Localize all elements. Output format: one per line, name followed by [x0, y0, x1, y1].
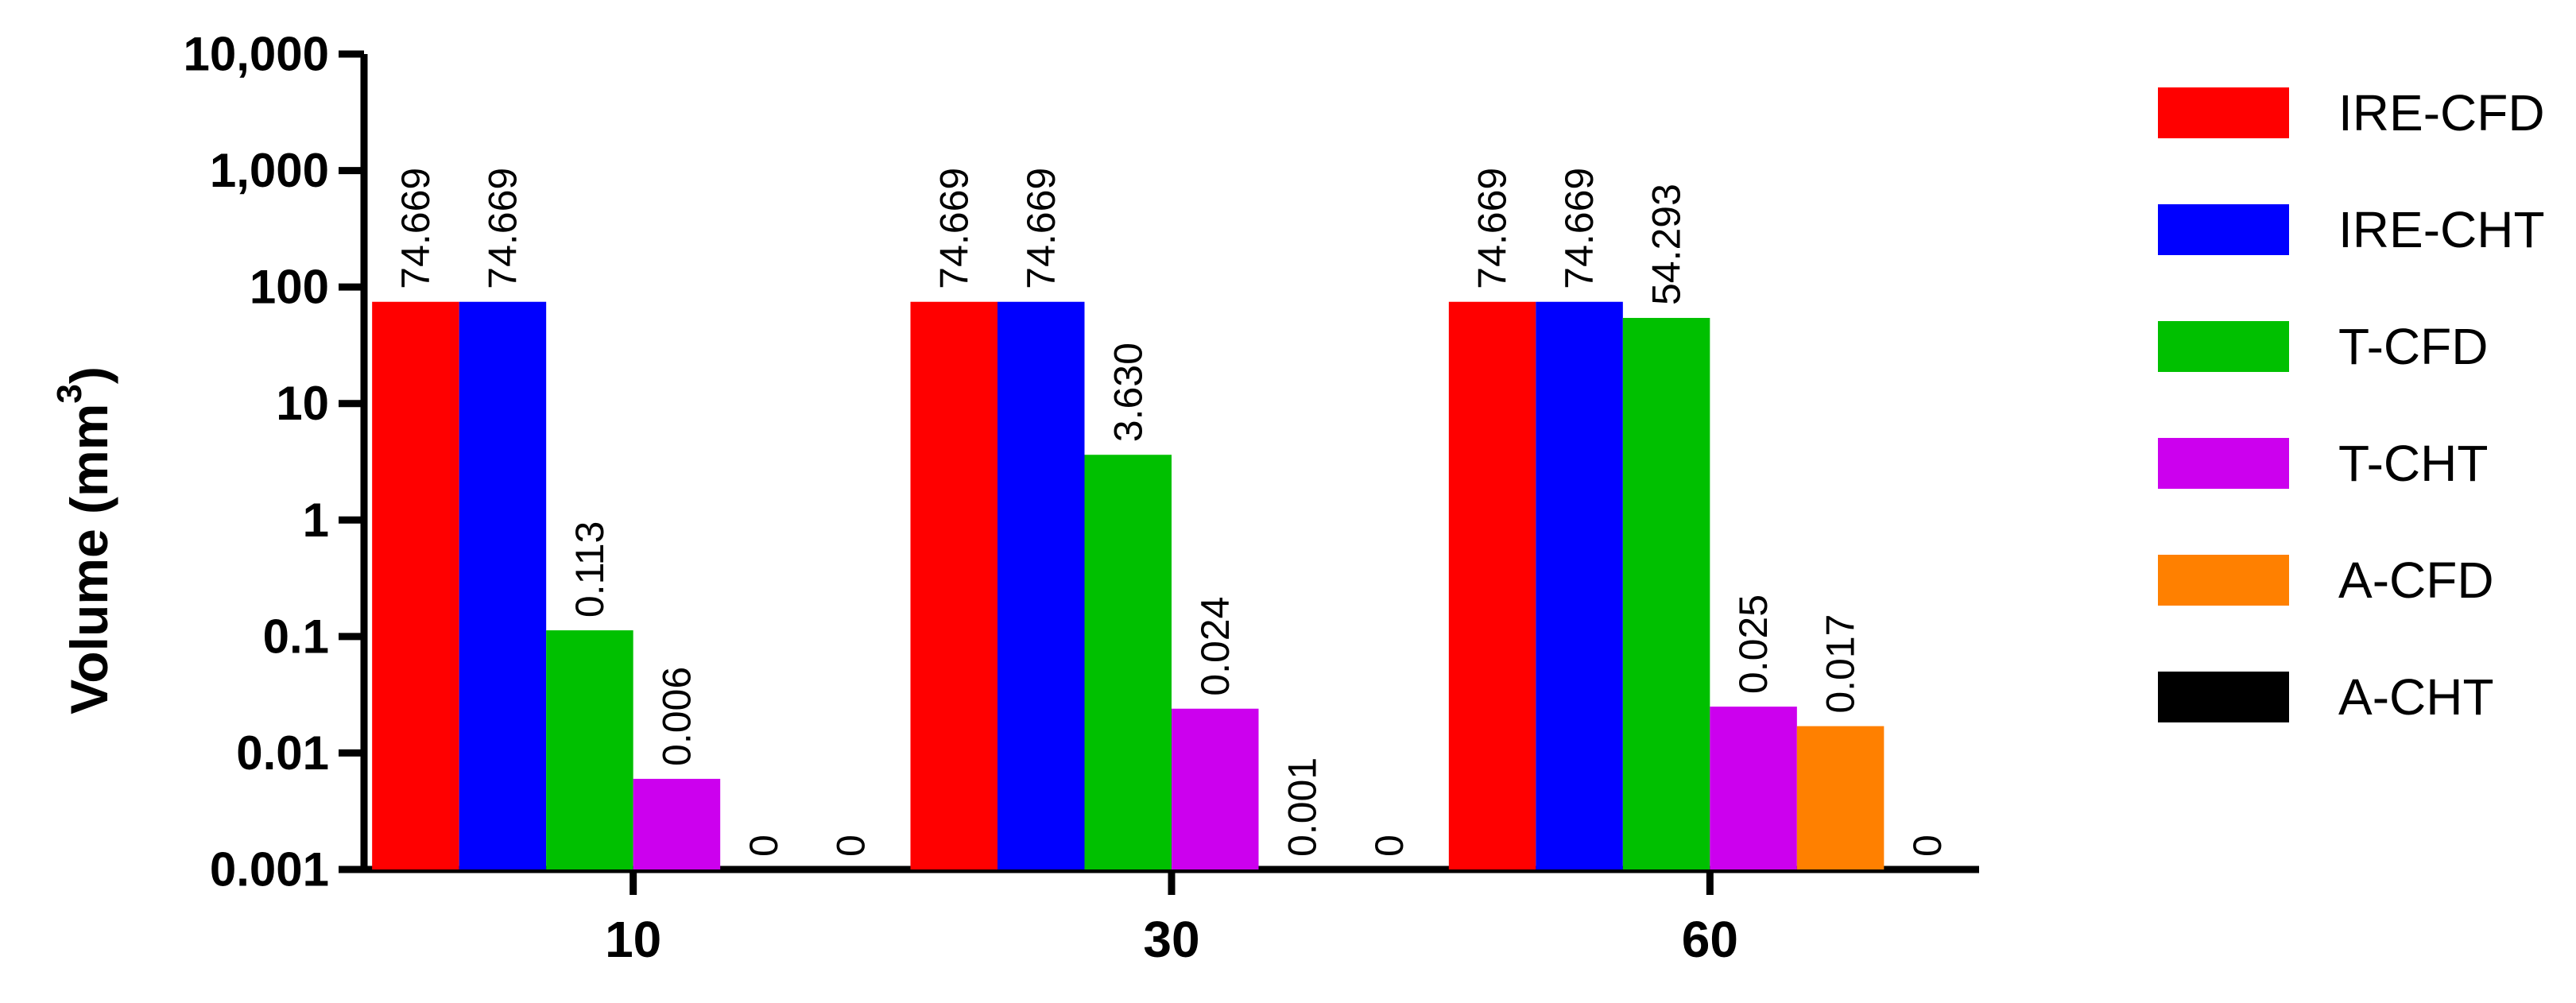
x-tick-label: 10: [605, 911, 661, 968]
bar: [1084, 455, 1172, 869]
y-axis-label-sup: 3: [50, 384, 89, 403]
bar: [910, 301, 997, 870]
y-tick-label: 10,000: [183, 28, 329, 81]
bar: [546, 630, 633, 869]
legend: IRE-CFD IRE-CHT T-CFD T-CHT A-CFD A-CHT: [2158, 84, 2545, 726]
bar: [997, 301, 1085, 870]
bar: [459, 301, 547, 870]
legend-label: T-CFD: [2338, 318, 2488, 375]
x-axis: 10 30 60: [360, 866, 1979, 968]
bar: [633, 778, 721, 869]
data-label: 74.669: [480, 168, 525, 289]
data-label: 0: [742, 835, 786, 857]
legend-label: T-CHT: [2338, 435, 2488, 492]
y-tick-label: 0.01: [236, 726, 329, 780]
y-tick-label: 0.1: [263, 610, 329, 663]
y-axis-label-main: Volume (mm: [60, 404, 118, 714]
data-label: 0.017: [1819, 614, 1863, 714]
bars: [372, 301, 1885, 870]
bar: [1172, 708, 1259, 869]
y-tick-label: 1,000: [210, 144, 329, 197]
legend-swatch: [2158, 321, 2289, 372]
x-tick-label: 60: [1682, 911, 1738, 968]
data-label: 0.024: [1193, 597, 1238, 696]
data-label: 54.293: [1644, 184, 1689, 305]
data-label: 74.669: [932, 168, 976, 289]
data-label: 74.669: [393, 168, 438, 289]
legend-swatch: [2158, 204, 2289, 255]
bar: [1710, 707, 1797, 869]
data-labels: 74.669 74.669 0.113 0.006 0 0 74.669 74.669 3.63…: [393, 168, 1950, 857]
data-label: 0.006: [654, 667, 699, 766]
data-label: 0: [828, 835, 873, 857]
y-tick-label: 0.001: [210, 843, 329, 897]
y-tick-label: 1: [303, 494, 329, 547]
y-axis-label: Volume (mm3): [50, 366, 118, 714]
legend-swatch: [2158, 438, 2289, 489]
y-axis-label-close: ): [60, 366, 118, 384]
x-tick-label: 30: [1143, 911, 1199, 968]
data-label: 3.630: [1106, 343, 1150, 442]
y-tick-label: 10: [276, 377, 329, 430]
legend-swatch: [2158, 672, 2289, 722]
legend-label: IRE-CHT: [2338, 201, 2545, 258]
legend-label: A-CFD: [2338, 552, 2494, 609]
bar: [372, 301, 459, 870]
y-tick-label: 100: [250, 261, 329, 314]
data-label: 0.025: [1731, 594, 1776, 694]
bar: [1796, 726, 1885, 869]
data-label: 74.669: [1557, 168, 1602, 289]
data-label: 74.669: [1019, 168, 1063, 289]
bar: [1448, 301, 1536, 870]
bar: [1622, 318, 1710, 869]
data-label: 0: [1905, 835, 1950, 857]
data-label: 0.001: [1280, 757, 1324, 857]
bar: [1536, 301, 1623, 870]
data-label: 0.113: [567, 521, 612, 618]
legend-label: A-CHT: [2338, 668, 2494, 726]
data-label: 74.669: [1470, 168, 1515, 289]
y-axis: 0.001 0.01 0.1 1 10 100 1,000 10,000: [183, 28, 368, 897]
legend-swatch: [2158, 555, 2289, 606]
legend-label: IRE-CFD: [2338, 84, 2545, 141]
data-label: 0: [1367, 835, 1412, 857]
legend-swatch: [2158, 87, 2289, 138]
